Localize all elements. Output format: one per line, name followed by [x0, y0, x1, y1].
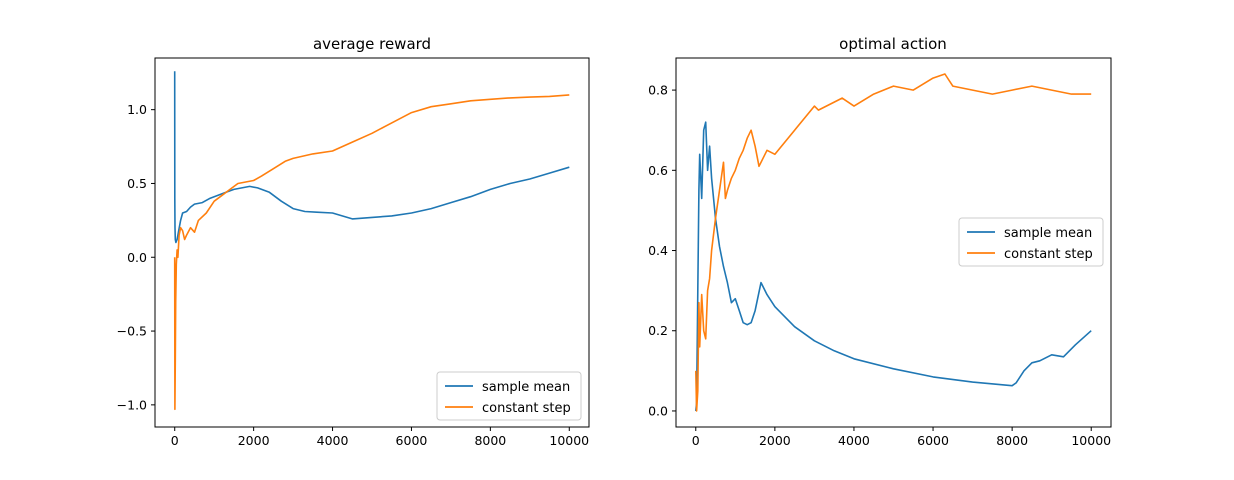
y-tick-label: 0.5	[127, 176, 147, 191]
x-tick-label: 10000	[1071, 433, 1111, 448]
x-tick-label: 6000	[396, 433, 428, 448]
average-reward-ticks: 0 2000 4000 6000 8000 10000 −1.0 −0.5 0.0 0.5 1.0	[117, 102, 590, 448]
x-tick-label: 2000	[238, 433, 270, 448]
x-tick-label: 2000	[759, 433, 791, 448]
average-reward-legend: sample mean constant step	[436, 371, 582, 421]
average-reward-panel: average reward 0 2000 4000 6000 8000 10000 −1.…	[117, 35, 590, 448]
legend-label-sample-mean: sample mean	[1004, 226, 1092, 241]
x-tick-label: 8000	[474, 433, 506, 448]
y-tick-label: 0.4	[648, 243, 668, 258]
legend-label-sample-mean: sample mean	[482, 380, 570, 395]
legend-label-constant-step: constant step	[1004, 247, 1093, 262]
legend-frame	[958, 217, 1104, 267]
optimal-action-plot-area	[695, 73, 1092, 412]
x-tick-label: 0	[171, 433, 179, 448]
y-tick-label: 0.8	[648, 83, 668, 98]
x-tick-label: 8000	[996, 433, 1028, 448]
optimal-action-axes-frame	[675, 57, 1112, 428]
x-tick-label: 4000	[317, 433, 349, 448]
x-tick-label: 0	[692, 433, 700, 448]
legend-frame	[436, 371, 582, 421]
series-line-sample-mean	[695, 121, 1092, 412]
x-tick-label: 6000	[917, 433, 949, 448]
x-tick-label: 10000	[549, 433, 589, 448]
series-line-constant-step	[173, 94, 570, 411]
y-tick-label: 0.2	[648, 323, 668, 338]
average-reward-plot-area	[173, 71, 570, 411]
x-tick-label: 4000	[838, 433, 870, 448]
average-reward-title: average reward	[313, 35, 431, 53]
optimal-action-legend: sample mean constant step	[958, 217, 1104, 267]
y-tick-label: 0.0	[648, 403, 668, 418]
y-tick-label: 1.0	[127, 102, 147, 117]
average-reward-axes-frame	[154, 57, 590, 428]
legend-label-constant-step: constant step	[482, 401, 571, 416]
optimal-action-title: optimal action	[839, 35, 947, 53]
y-tick-label: −1.0	[117, 397, 147, 412]
y-tick-label: 0.6	[648, 163, 668, 178]
optimal-action-panel: optimal action 0 2000 4000 6000 8000 10000 0.0…	[648, 35, 1112, 448]
series-line-sample-mean	[173, 71, 570, 244]
y-tick-label: 0.0	[127, 250, 147, 265]
optimal-action-ticks: 0 2000 4000 6000 8000 10000 0.0 0.2 0.4 0.6 0.8	[648, 83, 1111, 448]
y-tick-label: −0.5	[117, 324, 147, 339]
series-line-constant-step	[695, 73, 1092, 412]
